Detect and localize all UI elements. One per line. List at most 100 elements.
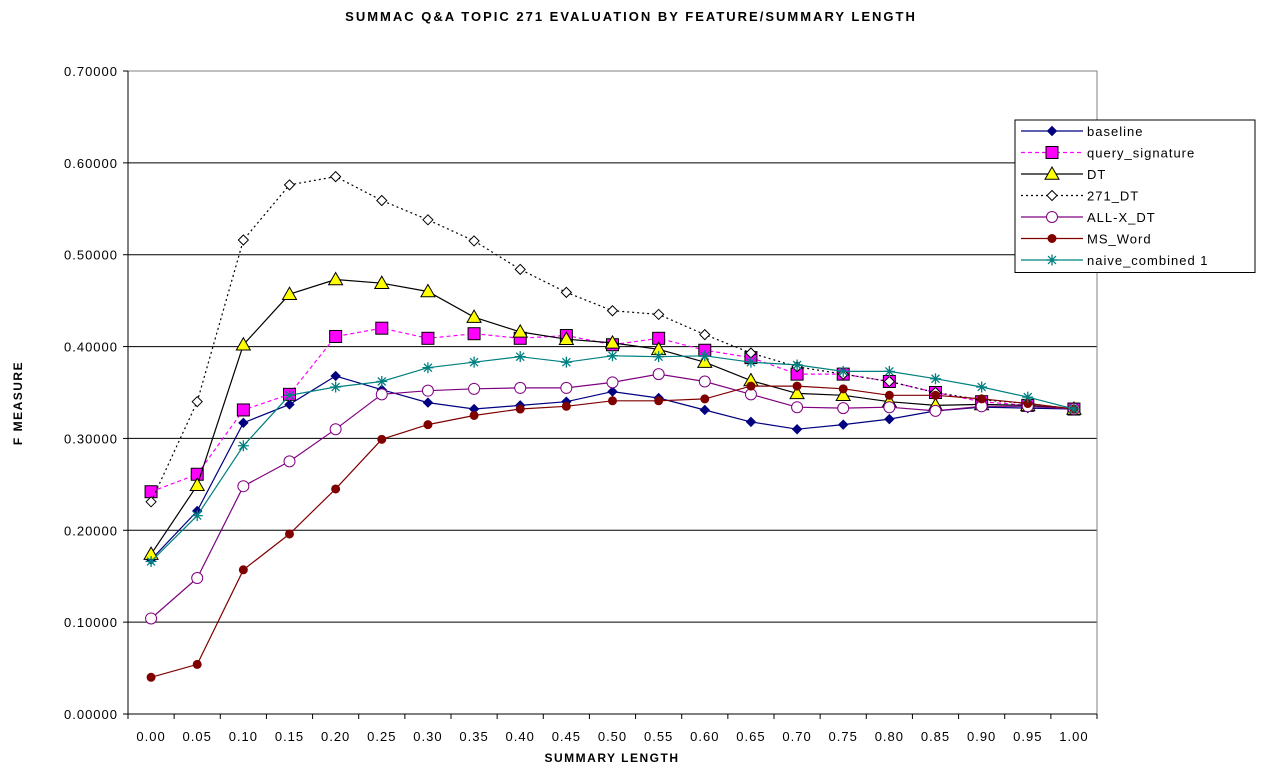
data-point-271-dt (699, 328, 711, 341)
x-tick-label: 0.15 (275, 729, 304, 744)
data-point-all-x-dt (283, 455, 296, 468)
data-point-dt (789, 385, 805, 400)
legend-swatch-marker (1044, 165, 1060, 180)
data-point-271-dt (422, 214, 434, 226)
data-point-naive-combined-1 (930, 373, 941, 385)
series-lines (143, 170, 1082, 682)
data-point-ms-word (377, 434, 387, 444)
data-point-all-x-dt (421, 384, 434, 397)
data-point-ms-word (515, 404, 525, 414)
data-point-dt (189, 477, 206, 492)
data-point-ms-word (561, 401, 571, 411)
legend-entry-271-dt: 271_DT (1021, 189, 1139, 204)
legend-entry-baseline: baseline (1021, 124, 1143, 139)
data-point-naive-combined-1 (237, 440, 249, 452)
data-point-dt (235, 336, 252, 351)
y-tick-label: 0.70000 (64, 64, 118, 79)
data-point-271-dt (145, 496, 157, 508)
data-point-naive-combined-1 (560, 356, 572, 368)
data-point-ms-word (838, 384, 848, 394)
legend-entry-dt: DT (1021, 165, 1106, 182)
x-tick-label: 0.55 (644, 729, 673, 744)
data-point-naive-combined-1 (653, 351, 665, 363)
legend-swatch-marker (1045, 146, 1059, 159)
data-point-dt (281, 286, 298, 300)
data-point-ms-word (884, 390, 894, 400)
data-point-naive-combined-1 (1022, 391, 1034, 403)
data-point-naive-combined-1 (837, 365, 849, 377)
data-point-query-signature (236, 403, 250, 417)
x-tick-label: 0.70 (782, 729, 811, 744)
series-all-x-dt (145, 368, 1080, 625)
data-point-baseline (699, 404, 710, 416)
data-point-baseline (330, 370, 341, 382)
data-point-query-signature (421, 331, 435, 345)
series-naive-combined-1 (145, 350, 1080, 568)
data-point-271-dt (191, 395, 203, 408)
data-point-dt (835, 387, 852, 402)
x-tick-label: 0.95 (1013, 729, 1042, 744)
x-tick-label: 1.00 (1059, 729, 1088, 744)
data-point-271-dt (376, 194, 388, 207)
x-tick-label: 0.90 (967, 729, 996, 744)
data-point-dt (327, 271, 344, 286)
data-point-271-dt (560, 286, 573, 299)
data-point-naive-combined-1 (976, 381, 988, 393)
legend-entry-ms-word: MS_Word (1021, 232, 1152, 247)
data-point-query-signature (467, 327, 481, 341)
legend-label: DT (1087, 167, 1106, 182)
data-point-all-x-dt (883, 401, 896, 414)
legend-label: 271_DT (1087, 189, 1139, 204)
data-point-naive-combined-1 (883, 365, 895, 377)
x-tick-label: 0.00 (136, 729, 165, 744)
y-tick-label: 0.20000 (64, 523, 118, 538)
data-point-ms-word (238, 565, 248, 575)
data-point-naive-combined-1 (1068, 403, 1080, 415)
series-ms-word (146, 381, 1079, 682)
legend-label: naive_combined 1 (1087, 253, 1209, 268)
data-point-dt (373, 275, 390, 289)
x-tick-label: 0.40 (506, 729, 535, 744)
axes: 0.000000.100000.200000.300000.400000.500… (64, 64, 1098, 744)
legend-label: baseline (1087, 124, 1143, 139)
legend-swatch-marker (1046, 125, 1058, 137)
data-point-ms-word (608, 396, 617, 406)
x-tick-label: 0.25 (367, 729, 396, 744)
x-tick-label: 0.85 (921, 729, 950, 744)
data-point-baseline (791, 424, 803, 435)
data-point-all-x-dt (329, 423, 342, 436)
data-point-all-x-dt (929, 404, 942, 417)
data-point-dt (696, 354, 713, 368)
legend-swatch-marker (1046, 189, 1058, 202)
legend-entry-query-signature: query_signature (1021, 146, 1194, 161)
data-point-all-x-dt (606, 376, 619, 389)
data-point-271-dt (468, 235, 480, 247)
data-point-271-dt (329, 170, 342, 183)
chart-title: SUMMAC Q&A TOPIC 271 EVALUATION BY FEATU… (345, 9, 917, 24)
data-point-271-dt (652, 308, 665, 321)
y-tick-label: 0.60000 (64, 156, 118, 171)
data-point-ms-word (146, 672, 156, 682)
data-point-all-x-dt (698, 375, 711, 388)
data-point-ms-word (931, 390, 940, 400)
data-point-271-dt (514, 263, 526, 276)
data-point-baseline (284, 399, 295, 410)
data-point-all-x-dt (145, 612, 158, 625)
legend-entry-naive-combined-1: naive_combined 1 (1021, 253, 1209, 268)
legend-label: ALL-X_DT (1087, 210, 1156, 225)
data-point-271-dt (237, 234, 250, 246)
data-point-naive-combined-1 (607, 350, 618, 362)
y-tick-label: 0.50000 (64, 248, 118, 263)
data-point-baseline (838, 419, 849, 430)
x-axis-label: SUMMARY LENGTH (545, 751, 680, 765)
data-point-naive-combined-1 (376, 375, 388, 387)
y-tick-label: 0.00000 (64, 707, 118, 722)
data-point-all-x-dt (468, 382, 481, 395)
legend-label: MS_Word (1087, 232, 1152, 247)
x-tick-label: 0.45 (552, 729, 581, 744)
data-point-baseline (607, 386, 618, 397)
x-tick-label: 0.10 (229, 729, 258, 744)
data-point-ms-word (469, 410, 479, 420)
data-point-naive-combined-1 (468, 356, 480, 368)
